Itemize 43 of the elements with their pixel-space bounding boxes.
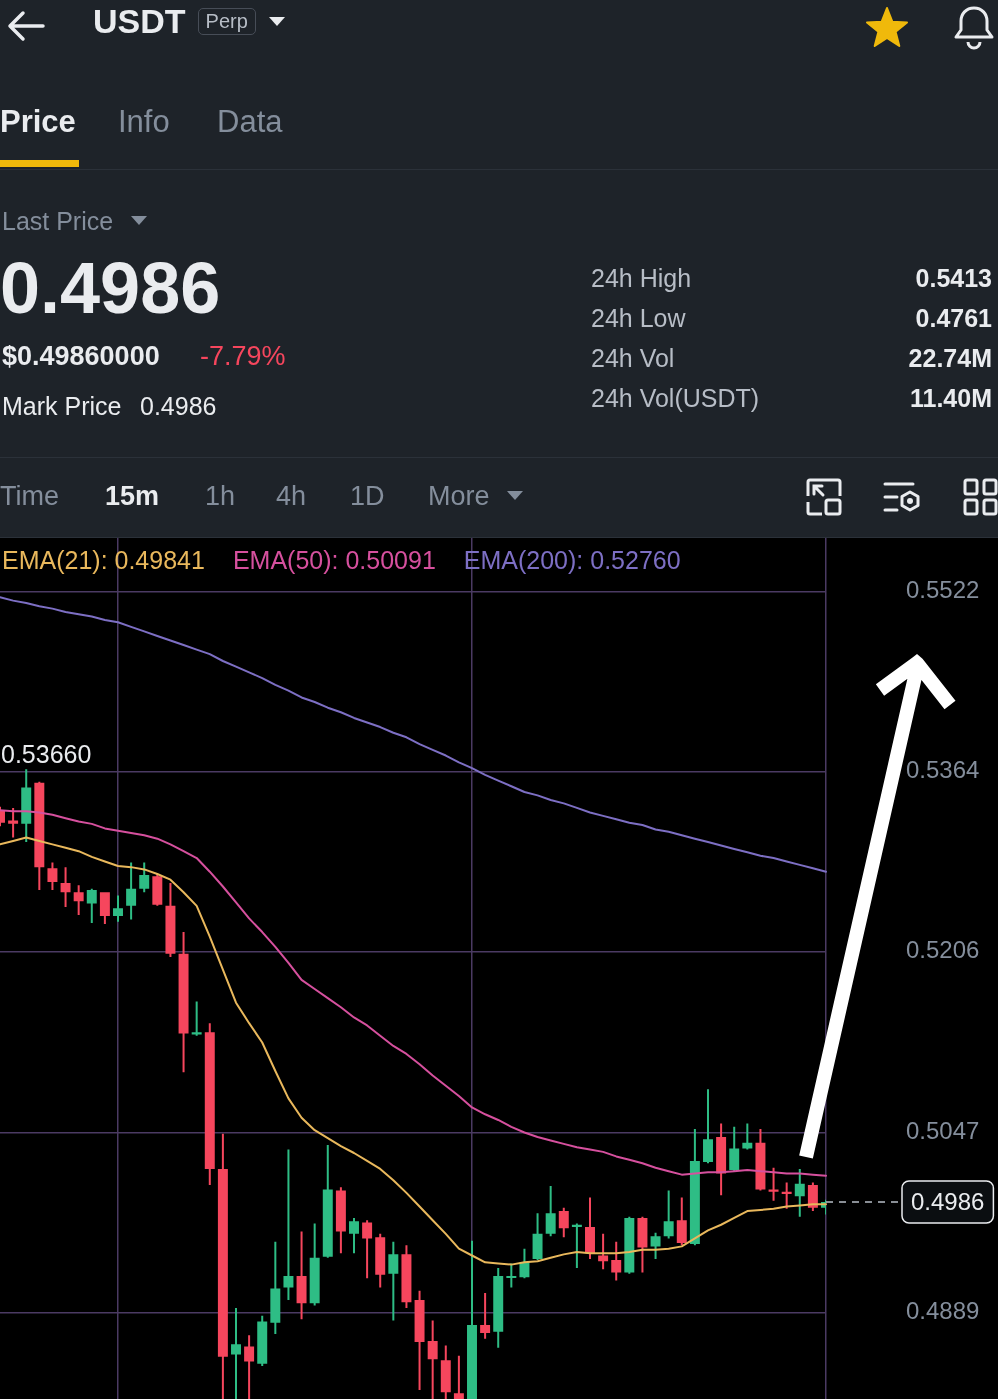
text: 1D [350, 481, 385, 513]
text: -7.79% [200, 341, 286, 373]
text: Info [118, 104, 170, 140]
text: 4h [276, 481, 307, 513]
text: EMA(200): 0.52760 [463, 546, 681, 575]
text: 0.5413 [915, 263, 992, 293]
text: Data [217, 104, 283, 140]
text: 24h Low [591, 303, 686, 333]
text: 11.40M [909, 383, 992, 413]
candlestick [453, 1355, 464, 1399]
ref-line-label: 0.4986 [911, 1187, 985, 1215]
y-tick-label: 0.5206 [906, 936, 980, 964]
text: Perp [197, 8, 256, 36]
candlestick [231, 1307, 241, 1399]
text: 22.74M [908, 343, 992, 373]
annotation: 0.53660 [1, 739, 92, 768]
y-tick-label: 0.5047 [906, 1117, 980, 1145]
text: More [428, 481, 490, 513]
text: 24h Vol(USDT) [591, 383, 760, 413]
candlestick [283, 1149, 294, 1300]
text: Last Price [2, 206, 114, 236]
text: 15m [105, 481, 160, 513]
chart-title: USDT [93, 2, 186, 42]
text: $0.49860000 [2, 341, 160, 373]
text: 0.4986 [140, 391, 217, 421]
text: 24h High [591, 263, 692, 293]
candlestick [8, 807, 19, 838]
candlestick [388, 1241, 399, 1321]
text: Time [0, 481, 59, 513]
text: EMA(21): 0.49841 [2, 546, 205, 575]
text: Price [0, 104, 76, 140]
candlestick [480, 1293, 491, 1339]
candlestick [768, 1167, 779, 1201]
candlestick [191, 1001, 202, 1036]
text: EMA(50): 0.50091 [232, 546, 436, 575]
y-tick-label: 0.5364 [906, 756, 980, 784]
y-tick-label: 0.4889 [906, 1297, 980, 1325]
y-tick-label: 0.5522 [906, 576, 980, 604]
text: 0.4986 [0, 246, 221, 330]
text: 0.4761 [915, 303, 992, 333]
text: 24h Vol [591, 343, 675, 373]
text: Mark Price [2, 391, 122, 421]
text: 1h [205, 481, 236, 513]
